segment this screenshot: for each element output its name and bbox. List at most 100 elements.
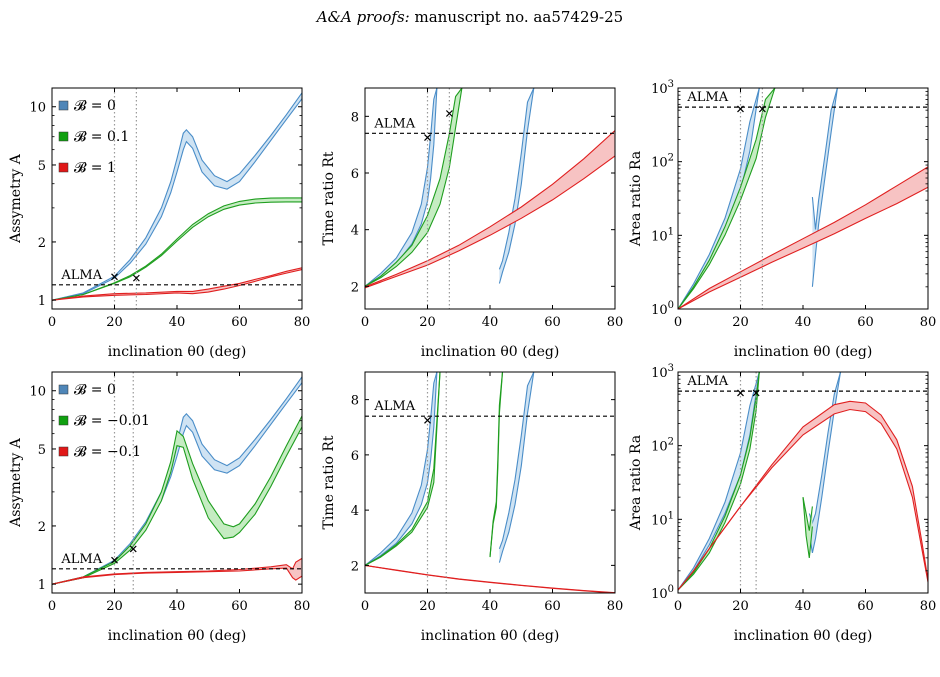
ytick-label: 8 <box>351 110 359 125</box>
line-lower-green-2 <box>365 372 441 566</box>
alma-label: ALMA <box>373 116 415 131</box>
band-red-3 <box>678 166 928 309</box>
x-axis-label: inclination θ0 (deg) <box>108 628 247 644</box>
y-axis-label: Assymetry A <box>8 153 24 244</box>
x-axis-label: inclination θ0 (deg) <box>734 628 873 644</box>
xtick-label: 40 <box>482 599 499 614</box>
ytick-label: 2 <box>351 280 359 295</box>
marker-1 <box>752 389 760 397</box>
xtick-label: 80 <box>294 599 311 614</box>
y-axis-label: Time ratio Rt <box>321 435 337 529</box>
ytick-label: 6 <box>351 449 359 464</box>
panel-top-asym: ALMA 0 20 40 60 80 1 2 5 10 inclination θ0 (deg) As… <box>8 87 310 360</box>
y-axis-label: Assymetry A <box>8 437 24 528</box>
line-lower-blue-0 <box>678 88 760 309</box>
line-lower-blue-1 <box>811 88 838 287</box>
xtick-label: 40 <box>795 315 812 330</box>
alma-label: ALMA <box>373 399 415 414</box>
xtick-label: 40 <box>169 315 186 330</box>
marker-1 <box>129 545 137 553</box>
line-upper-green-3 <box>802 497 813 531</box>
x-axis-label: inclination θ0 (deg) <box>421 628 560 644</box>
band-blue-1 <box>809 372 841 553</box>
line-lower-red-2 <box>52 567 302 585</box>
marker-0 <box>111 273 118 281</box>
line-lower-green-2 <box>678 372 760 591</box>
ytick-label: 100 <box>651 584 674 602</box>
line-lower-red-4 <box>678 408 928 591</box>
ytick-label: 4 <box>351 504 359 519</box>
page-header: A&A proofs: manuscript no. aa57429-25 <box>0 8 940 26</box>
line-upper-blue-1 <box>498 372 535 549</box>
ytick-label: 1 <box>38 294 46 309</box>
line-lower-red-4 <box>365 564 615 593</box>
line-upper-blue-1 <box>811 88 838 230</box>
band-blue-0 <box>678 88 760 309</box>
line-lower-red-3 <box>678 186 928 309</box>
line-upper-red-3 <box>365 130 615 288</box>
ytick-label: 10 <box>29 385 46 400</box>
line-lower-red-2 <box>52 268 302 301</box>
legend: 𝓑 = 0 𝓑 = 0.1 𝓑 = 1 <box>58 98 129 176</box>
band-red-4 <box>365 565 615 593</box>
line-upper-green-2 <box>678 88 776 309</box>
band-green-2 <box>678 88 775 309</box>
band-red-3 <box>365 130 615 288</box>
line-lower-green-1 <box>52 426 302 585</box>
band-blue-0 <box>678 372 760 590</box>
xtick-label: 0 <box>674 599 682 614</box>
xtick-label: 20 <box>419 599 436 614</box>
ytick-label: 103 <box>651 363 674 381</box>
alma-label: ALMA <box>686 374 728 389</box>
ytick-label: 102 <box>651 153 674 171</box>
line-upper-red-2 <box>52 267 302 301</box>
marker-0 <box>737 389 744 397</box>
xtick-label: 20 <box>419 315 436 330</box>
panel-top-time: ALMA 0 20 40 60 80 2 4 6 8 inclination θ0 (deg) Tim… <box>321 87 624 360</box>
legend-entry-1: 𝓑 = 0.1 <box>74 129 129 145</box>
xtick-label: 60 <box>544 599 561 614</box>
marker-0 <box>424 134 431 142</box>
ytick-label: 6 <box>351 167 359 182</box>
line-lower-green-2 <box>678 88 776 309</box>
legend-entry-1: 𝓑 = −0.01 <box>74 413 150 429</box>
xtick-label: 0 <box>48 599 56 614</box>
ytick-label: 2 <box>351 559 359 574</box>
xtick-label: 60 <box>231 315 248 330</box>
ytick-label: 100 <box>651 300 674 318</box>
xtick-label: 80 <box>920 315 937 330</box>
ytick-label: 4 <box>351 224 359 239</box>
x-axis-label: inclination θ0 (deg) <box>734 344 873 360</box>
line-upper-blue-0 <box>678 372 760 591</box>
xtick-label: 80 <box>607 315 624 330</box>
line-lower-blue-1 <box>498 372 535 563</box>
xtick-label: 20 <box>106 599 123 614</box>
legend-entry-0: 𝓑 = 0 <box>74 98 116 114</box>
ytick-label: 101 <box>651 510 674 528</box>
legend-swatch-0 <box>58 100 69 111</box>
line-lower-green-1 <box>52 201 302 301</box>
panel-bottom-time: ALMA 0 20 40 60 80 2 4 6 8 inclination θ0 (deg) Tim… <box>321 371 623 644</box>
legend-entry-2: 𝓑 = −0.1 <box>74 444 141 460</box>
legend-swatch-0 <box>58 384 69 395</box>
alma-label: ALMA <box>686 90 728 105</box>
line-upper-green-2 <box>365 88 463 287</box>
ytick-label: 5 <box>38 159 46 174</box>
line-upper-red-3 <box>678 166 928 309</box>
x-axis-label: inclination θ0 (deg) <box>421 344 560 360</box>
ytick-label: 101 <box>651 226 674 244</box>
line-upper-blue-0 <box>52 376 302 585</box>
line-upper-blue-1 <box>498 88 535 270</box>
line-lower-blue-0 <box>365 372 438 566</box>
plot-area <box>678 372 928 593</box>
header-manuscript: manuscript no. aa57429-25 <box>414 8 624 26</box>
line-upper-blue-0 <box>678 88 760 309</box>
legend-swatch-1 <box>58 131 69 142</box>
plot-area <box>52 88 302 309</box>
axes-frame <box>677 371 929 594</box>
band-blue-1 <box>499 372 534 563</box>
marker-0 <box>737 105 744 113</box>
xtick-label: 0 <box>48 315 56 330</box>
xtick-label: 0 <box>361 315 369 330</box>
